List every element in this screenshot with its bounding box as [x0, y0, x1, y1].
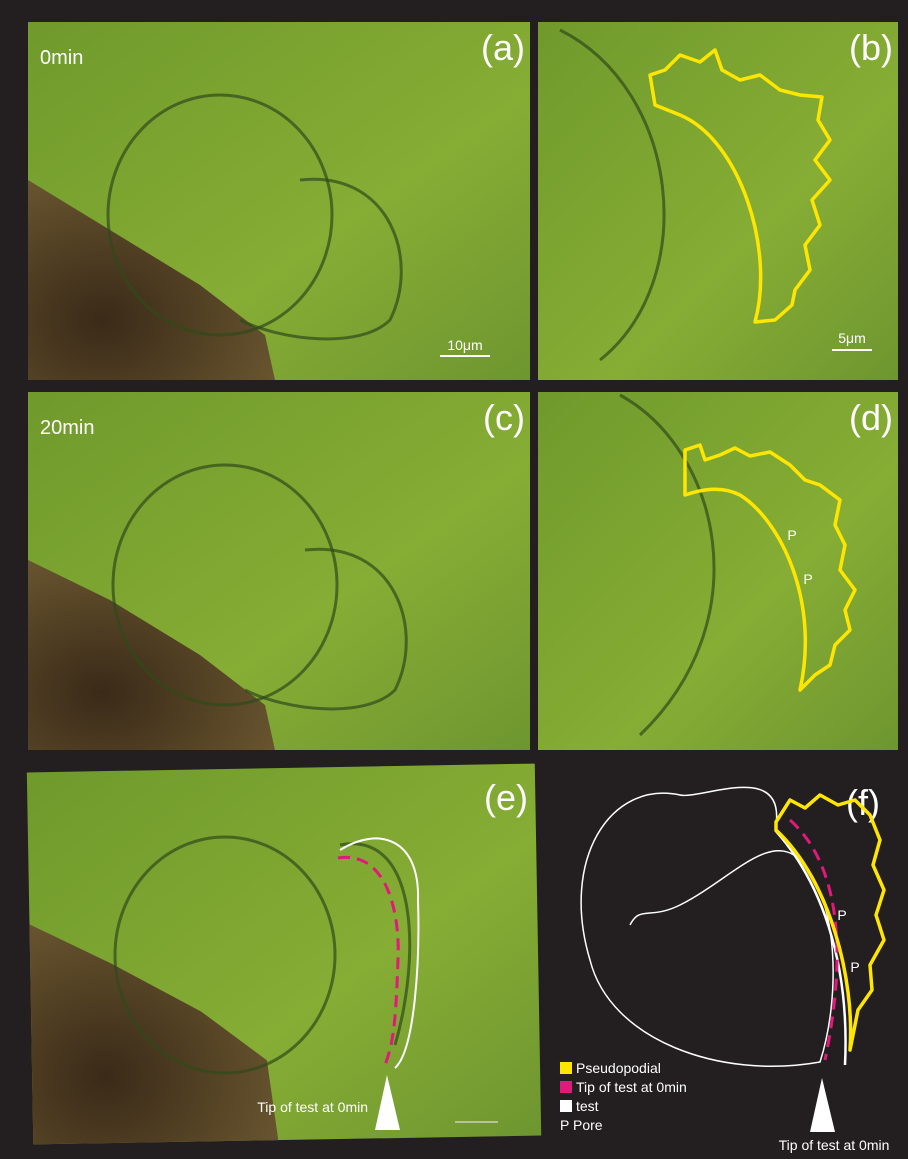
panel-label: (e): [484, 777, 528, 818]
pore-label: P: [850, 959, 859, 975]
time-label: 0min: [40, 47, 83, 69]
micrograph: [538, 22, 898, 380]
legend-swatch: [560, 1062, 572, 1074]
annotation: Tip of test at 0min: [779, 1137, 890, 1153]
time-label: 20min: [40, 417, 94, 439]
annotation: Tip of test at 0min: [257, 1099, 368, 1115]
panel-label: (b): [849, 27, 893, 68]
page: 0min (a) 10μm (b) 5μm 20min (c) P P (d) …: [0, 0, 908, 1159]
legend-label: Pseudopodial: [576, 1060, 661, 1076]
scale-label: 5μm: [838, 330, 866, 346]
legend-swatch: [560, 1081, 572, 1093]
legend-label: Tip of test at 0min: [576, 1079, 687, 1095]
scale-label: 10μm: [447, 337, 482, 353]
panel-label: (a): [481, 27, 525, 68]
legend-label: P Pore: [560, 1117, 603, 1133]
panel-label: (d): [849, 397, 893, 438]
legend-swatch: [560, 1100, 572, 1112]
pore-label: P: [787, 527, 796, 543]
micrograph: [538, 392, 898, 750]
figure: 0min (a) 10μm (b) 5μm 20min (c) P P (d) …: [0, 0, 908, 1159]
legend-label: test: [576, 1098, 599, 1114]
pore-label: P: [837, 907, 846, 923]
rotated-panel: [27, 764, 541, 1145]
panel-label: (c): [483, 397, 525, 438]
pore-label: P: [803, 571, 812, 587]
